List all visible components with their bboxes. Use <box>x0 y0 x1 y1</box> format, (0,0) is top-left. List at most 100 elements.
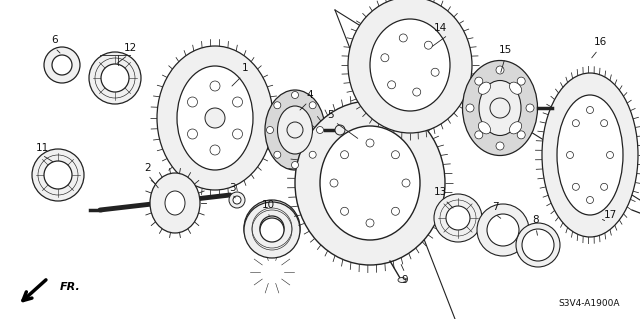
Text: 7: 7 <box>492 202 499 212</box>
Text: 9: 9 <box>402 275 408 285</box>
Circle shape <box>392 151 399 159</box>
Ellipse shape <box>150 173 200 233</box>
Circle shape <box>366 139 374 147</box>
Ellipse shape <box>278 106 312 154</box>
Circle shape <box>44 47 80 83</box>
Circle shape <box>101 64 129 92</box>
Text: 10: 10 <box>261 200 275 210</box>
Circle shape <box>413 88 420 96</box>
Text: 17: 17 <box>604 210 616 220</box>
Text: 8: 8 <box>532 215 540 225</box>
Circle shape <box>522 229 554 261</box>
Circle shape <box>340 207 349 215</box>
Circle shape <box>291 92 298 99</box>
Circle shape <box>487 214 519 246</box>
Circle shape <box>446 206 470 230</box>
Ellipse shape <box>478 82 490 94</box>
Circle shape <box>496 66 504 74</box>
Circle shape <box>388 81 396 89</box>
Ellipse shape <box>478 122 490 134</box>
Circle shape <box>434 194 482 242</box>
Circle shape <box>517 131 525 139</box>
Circle shape <box>477 204 529 256</box>
Circle shape <box>586 107 593 114</box>
Ellipse shape <box>348 0 472 133</box>
Circle shape <box>572 120 579 127</box>
Circle shape <box>586 197 593 204</box>
Text: 4: 4 <box>307 90 314 100</box>
Circle shape <box>188 129 198 139</box>
Circle shape <box>210 81 220 91</box>
Circle shape <box>475 77 483 85</box>
Ellipse shape <box>463 61 538 155</box>
Circle shape <box>309 151 316 158</box>
Ellipse shape <box>177 66 253 170</box>
Text: 11: 11 <box>35 143 49 153</box>
Ellipse shape <box>557 95 623 215</box>
Circle shape <box>188 97 198 107</box>
Circle shape <box>52 55 72 75</box>
Circle shape <box>381 54 389 62</box>
Ellipse shape <box>265 90 325 170</box>
Circle shape <box>229 192 245 208</box>
Circle shape <box>89 52 141 104</box>
Ellipse shape <box>398 278 406 283</box>
Ellipse shape <box>370 19 450 111</box>
Text: 6: 6 <box>52 35 58 45</box>
Text: FR.: FR. <box>60 282 81 292</box>
Circle shape <box>516 223 560 267</box>
Ellipse shape <box>542 73 638 237</box>
Circle shape <box>274 151 281 158</box>
Circle shape <box>309 102 316 109</box>
Circle shape <box>402 179 410 187</box>
Circle shape <box>210 145 220 155</box>
Circle shape <box>44 161 72 189</box>
Ellipse shape <box>320 126 420 240</box>
Text: 1: 1 <box>242 63 248 73</box>
Circle shape <box>572 183 579 190</box>
Circle shape <box>335 125 345 135</box>
Ellipse shape <box>479 80 521 136</box>
Circle shape <box>366 219 374 227</box>
Ellipse shape <box>295 101 445 265</box>
Circle shape <box>526 104 534 112</box>
Ellipse shape <box>157 46 273 190</box>
Circle shape <box>466 104 474 112</box>
Circle shape <box>424 41 433 49</box>
Circle shape <box>205 108 225 128</box>
Circle shape <box>566 152 573 159</box>
Circle shape <box>260 218 284 242</box>
Circle shape <box>244 202 300 258</box>
Circle shape <box>399 34 407 42</box>
Circle shape <box>274 102 281 109</box>
Circle shape <box>244 200 300 256</box>
Circle shape <box>517 77 525 85</box>
Ellipse shape <box>509 122 522 134</box>
Circle shape <box>431 68 439 76</box>
Text: 16: 16 <box>593 37 607 47</box>
Circle shape <box>287 122 303 138</box>
Circle shape <box>232 97 243 107</box>
Text: S3V4-A1900A: S3V4-A1900A <box>559 299 620 308</box>
Circle shape <box>260 216 284 240</box>
Circle shape <box>601 183 607 190</box>
Circle shape <box>266 127 273 133</box>
Circle shape <box>233 196 241 204</box>
Text: 2: 2 <box>145 163 151 173</box>
Circle shape <box>317 127 323 133</box>
Circle shape <box>340 151 349 159</box>
Circle shape <box>232 129 243 139</box>
Ellipse shape <box>509 82 522 94</box>
Text: 13: 13 <box>433 187 447 197</box>
Circle shape <box>496 142 504 150</box>
Circle shape <box>291 161 298 168</box>
Ellipse shape <box>165 191 185 215</box>
Circle shape <box>392 207 399 215</box>
Text: 15: 15 <box>499 45 511 55</box>
Text: 14: 14 <box>433 23 447 33</box>
Circle shape <box>32 149 84 201</box>
Circle shape <box>607 152 614 159</box>
Text: 12: 12 <box>124 43 136 53</box>
Circle shape <box>601 120 607 127</box>
Text: 5: 5 <box>326 110 333 120</box>
